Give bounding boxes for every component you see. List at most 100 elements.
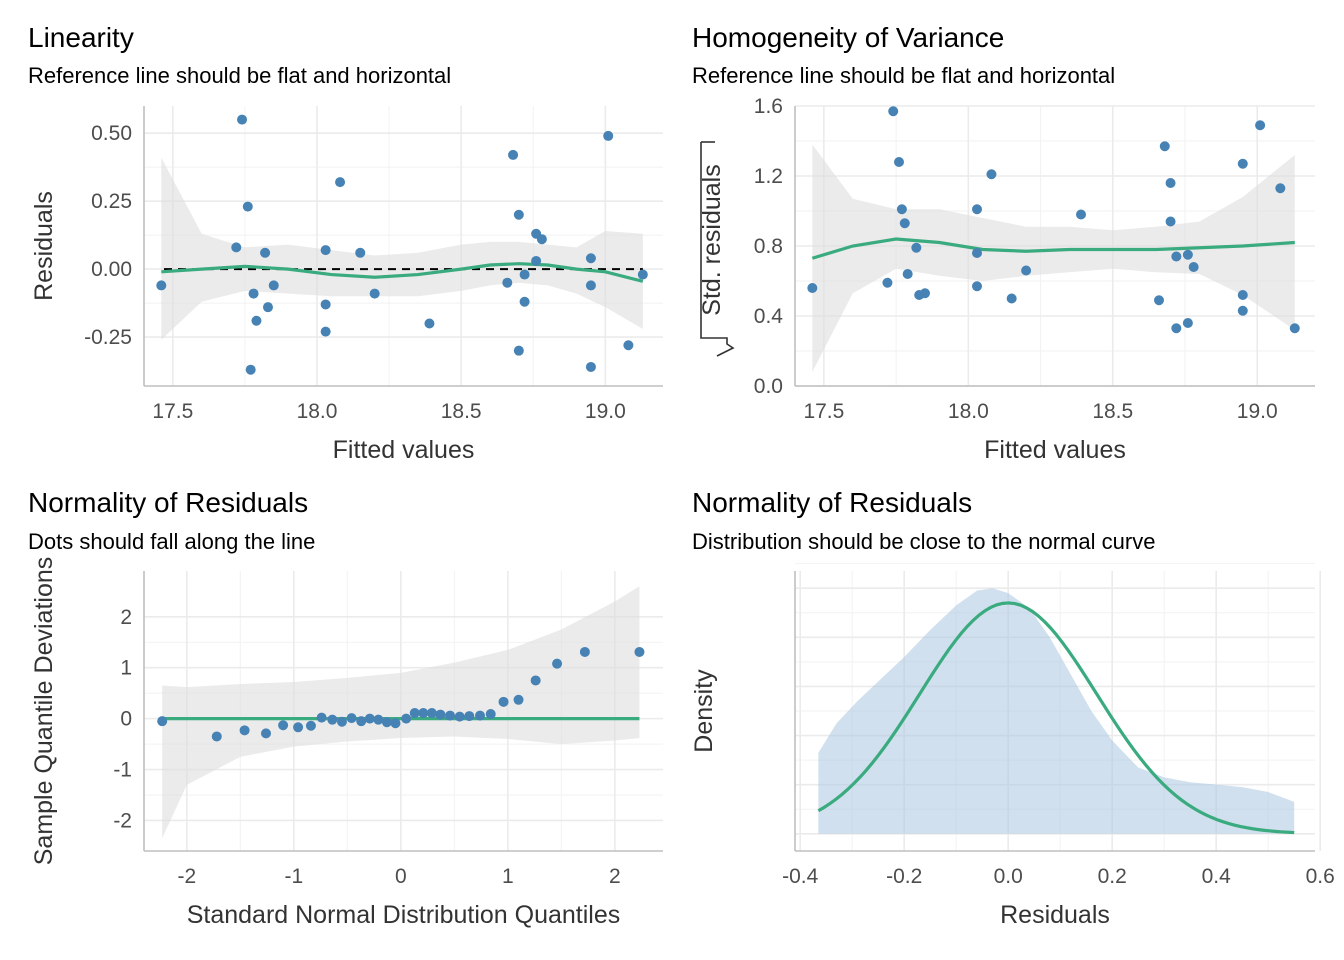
data-point bbox=[1275, 183, 1286, 194]
data-point bbox=[369, 288, 380, 299]
confidence-ribbon bbox=[812, 144, 1295, 372]
y-axis-title: Std. residuals bbox=[698, 164, 726, 315]
x-tick-label: 1 bbox=[502, 865, 514, 888]
x-tick-label: 0.2 bbox=[1098, 865, 1127, 888]
data-point bbox=[634, 646, 645, 657]
y-axis-title: Density bbox=[690, 669, 718, 753]
x-tick-label: 0.6 bbox=[1306, 865, 1335, 888]
y-tick-label: 0 bbox=[120, 708, 132, 731]
data-point bbox=[364, 713, 375, 724]
data-point bbox=[239, 725, 250, 736]
y-tick-label: -1 bbox=[113, 759, 132, 782]
x-tick-label: 18.5 bbox=[1092, 400, 1133, 423]
data-point bbox=[475, 710, 486, 721]
data-point bbox=[248, 288, 259, 299]
data-point bbox=[231, 242, 242, 253]
data-point bbox=[260, 728, 271, 739]
data-point bbox=[585, 361, 596, 372]
data-point bbox=[381, 717, 392, 728]
x-tick-label: 18.0 bbox=[297, 400, 338, 423]
y-tick-label: 0.0 bbox=[754, 375, 783, 398]
x-tick-label: 0.0 bbox=[994, 865, 1023, 888]
data-point bbox=[251, 315, 262, 326]
data-point bbox=[508, 149, 519, 160]
y-tick-label: 1.2 bbox=[754, 165, 783, 188]
data-point bbox=[530, 675, 541, 686]
loess-smooth-line bbox=[161, 262, 644, 283]
x-tick-label: -0.2 bbox=[886, 865, 922, 888]
data-point bbox=[245, 364, 256, 375]
y-tick-label: 0.25 bbox=[91, 190, 132, 213]
density-subtitle: Distribution should be close to the norm… bbox=[692, 529, 1156, 554]
panel-2: -2 -1 0 1 2 -2 -1 0 1 2 Standard Normal Distributi… bbox=[30, 557, 663, 929]
x-axis-title: Standard Normal Distribution Quantiles bbox=[187, 901, 621, 929]
data-point bbox=[972, 248, 982, 258]
data-point bbox=[1165, 178, 1176, 188]
data-point bbox=[1237, 158, 1248, 169]
data-point bbox=[305, 720, 316, 731]
y-tick-label: 0.00 bbox=[91, 258, 132, 281]
data-point bbox=[986, 169, 997, 180]
sqrt-radical-symbol bbox=[700, 142, 735, 357]
data-point bbox=[579, 646, 590, 657]
y-tick-label: 1 bbox=[120, 657, 132, 680]
data-point bbox=[807, 283, 818, 293]
data-point bbox=[1165, 216, 1176, 227]
homogeneity-title: Homogeneity of Variance bbox=[692, 22, 1005, 53]
data-point bbox=[1171, 323, 1182, 334]
data-point bbox=[156, 280, 167, 291]
x-tick-label: 19.0 bbox=[585, 400, 626, 423]
linearity-subtitle: Reference line should be flat and horizo… bbox=[28, 63, 452, 88]
y-tick-label: -0.25 bbox=[84, 326, 132, 349]
data-point bbox=[972, 204, 982, 215]
data-point bbox=[426, 708, 437, 719]
data-point bbox=[1182, 249, 1193, 260]
data-point bbox=[552, 658, 563, 669]
data-point bbox=[585, 280, 596, 291]
data-point bbox=[911, 242, 922, 253]
data-point bbox=[1237, 290, 1248, 300]
linearity-title: Linearity bbox=[28, 22, 134, 53]
data-point bbox=[157, 716, 168, 727]
x-tick-label: -1 bbox=[284, 865, 303, 888]
x-tick-label: 2 bbox=[609, 865, 621, 888]
qq-title: Normality of Residuals bbox=[28, 487, 309, 518]
data-point bbox=[320, 299, 331, 310]
y-tick-label: 0.50 bbox=[91, 122, 132, 145]
y-tick-label: -2 bbox=[113, 809, 132, 832]
data-point bbox=[316, 712, 327, 723]
data-point bbox=[502, 277, 513, 288]
data-point bbox=[1182, 318, 1193, 328]
data-point bbox=[920, 288, 930, 299]
density-title: Normality of Residuals bbox=[692, 487, 973, 518]
data-point bbox=[603, 130, 614, 141]
data-point bbox=[894, 157, 904, 167]
density-area bbox=[818, 588, 1295, 834]
data-point bbox=[464, 711, 475, 722]
data-point bbox=[1006, 293, 1017, 304]
panel-1: 17.5 18.0 18.5 19.0 0.0 0.4 0.8 1.2 1.6 Fitted va… bbox=[698, 95, 1315, 464]
data-point bbox=[355, 247, 366, 258]
data-point bbox=[409, 708, 420, 719]
y-tick-label: 0.8 bbox=[754, 235, 783, 258]
data-point bbox=[637, 269, 648, 280]
x-tick-label: 18.0 bbox=[948, 400, 989, 423]
data-point bbox=[585, 253, 596, 264]
data-point bbox=[390, 718, 401, 729]
data-point bbox=[896, 204, 907, 215]
data-point bbox=[888, 106, 899, 117]
data-point bbox=[1255, 120, 1266, 131]
data-point bbox=[293, 722, 304, 733]
y-axis-title: Residuals bbox=[30, 191, 58, 301]
x-axis-title: Fitted values bbox=[984, 436, 1126, 464]
data-point bbox=[418, 708, 429, 719]
data-point bbox=[454, 711, 465, 722]
data-point bbox=[260, 247, 271, 258]
data-point bbox=[401, 713, 412, 724]
x-tick-label: -0.4 bbox=[782, 865, 819, 888]
x-tick-label: 19.0 bbox=[1237, 400, 1278, 423]
data-point bbox=[237, 114, 248, 125]
data-point bbox=[1289, 323, 1300, 334]
x-tick-label: 17.5 bbox=[803, 400, 844, 423]
data-point bbox=[262, 302, 273, 313]
